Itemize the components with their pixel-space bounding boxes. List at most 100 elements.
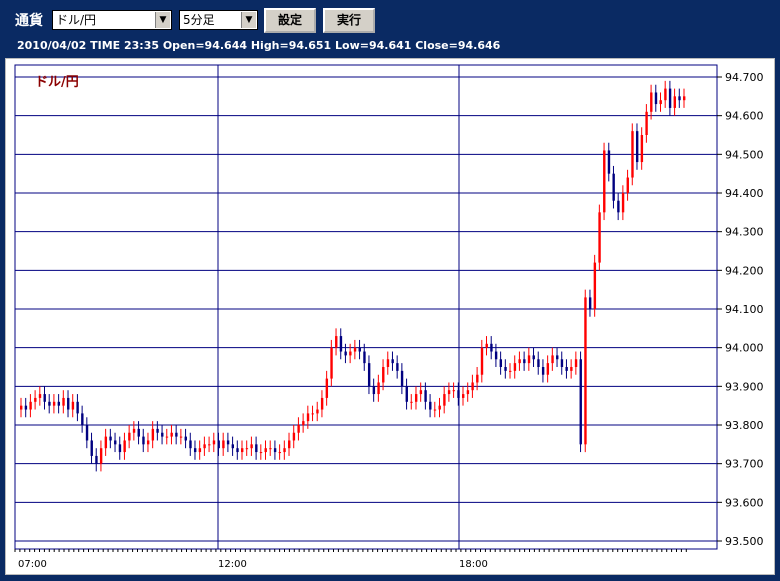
toolbar: 通貨 ドル/円 ▼ 5分足 ▼ 設定 実行 2010/04/02 TIME 23… — [0, 0, 780, 58]
candle-body — [288, 440, 291, 449]
candle-body — [593, 262, 597, 309]
candle-body — [462, 394, 465, 398]
y-tick-label: 93.500 — [725, 535, 764, 548]
y-tick-label: 94.300 — [725, 226, 764, 239]
candle-body — [212, 440, 216, 445]
candle-body — [34, 397, 37, 402]
candle-body — [504, 367, 507, 371]
candle-body — [556, 355, 559, 360]
candle-body — [165, 436, 169, 438]
candle-body — [128, 432, 131, 441]
candle-body — [499, 359, 503, 367]
candle-body — [382, 367, 385, 383]
candle-body — [208, 444, 211, 446]
candle-body — [259, 452, 263, 454]
chevron-down-icon[interactable]: ▼ — [241, 12, 256, 28]
candle-body — [29, 401, 32, 410]
candle-body — [419, 390, 423, 395]
candle-body — [198, 448, 202, 453]
candle-body — [414, 394, 418, 402]
candle-body — [245, 448, 249, 450]
candle-body — [659, 100, 662, 105]
candle-body — [330, 347, 333, 379]
currency-pair-select[interactable]: ドル/円 ▼ — [52, 10, 172, 30]
candle-body — [509, 370, 512, 372]
candle-body — [123, 440, 126, 453]
y-tick-label: 93.700 — [725, 458, 764, 471]
candle-body — [372, 386, 376, 395]
candle-body — [490, 343, 493, 352]
candle-body — [621, 193, 625, 213]
candle-body — [541, 367, 545, 375]
candle-body — [527, 355, 531, 364]
candle-body — [142, 436, 145, 445]
candle-body — [217, 440, 220, 449]
candle-body — [118, 444, 122, 453]
plot-area — [14, 64, 718, 550]
candle-body — [264, 448, 267, 453]
candle-body — [668, 88, 672, 108]
candle-body — [20, 405, 23, 410]
candle-body — [349, 351, 352, 356]
candle-body — [67, 397, 70, 410]
candle-body — [391, 359, 394, 364]
candle-body — [38, 394, 42, 398]
candle-body — [114, 440, 117, 445]
candle-body — [565, 367, 568, 371]
candle-body — [231, 444, 234, 449]
candle-body — [466, 390, 470, 395]
set-button[interactable]: 設定 — [264, 8, 316, 33]
x-tick-label: 07:00 — [18, 559, 47, 570]
candle-body — [344, 351, 347, 356]
candle-body — [579, 359, 582, 445]
candle-body — [316, 409, 319, 414]
candle-body — [570, 367, 573, 371]
run-button[interactable]: 実行 — [323, 8, 375, 33]
candle-body — [203, 444, 206, 449]
candle-body — [236, 448, 239, 453]
candle-body — [532, 355, 535, 360]
candle-body — [325, 378, 329, 398]
candle-body — [598, 212, 601, 263]
candle-body — [90, 440, 93, 456]
candle-body — [179, 436, 183, 438]
y-tick-label: 94.400 — [725, 187, 764, 200]
candle-body — [320, 397, 324, 410]
candle-body — [457, 390, 460, 398]
candle-body — [607, 150, 611, 174]
candle-body — [297, 425, 300, 433]
candle-body — [81, 413, 84, 425]
y-tick-label: 94.100 — [725, 303, 764, 316]
candle-body — [222, 440, 225, 449]
chart-title: ドル/円 — [35, 75, 79, 90]
chevron-down-icon[interactable]: ▼ — [155, 12, 170, 28]
y-tick-label: 93.800 — [725, 419, 764, 432]
candle-body — [156, 428, 159, 433]
candle-body — [95, 455, 98, 464]
candle-body — [52, 401, 56, 406]
candle-body — [57, 401, 61, 406]
y-tick-label: 93.900 — [725, 380, 764, 393]
candle-body — [76, 401, 79, 414]
candle-body — [71, 401, 75, 410]
candle-body — [480, 347, 484, 375]
candle-body — [574, 359, 578, 367]
candle-body — [537, 359, 540, 367]
candle-body — [62, 397, 65, 406]
currency-label: 通貨 — [15, 13, 43, 29]
candle-body — [560, 359, 564, 367]
candle-body — [443, 394, 446, 406]
candle-body — [603, 150, 606, 213]
candle-body — [353, 347, 357, 352]
candle-body — [151, 428, 155, 441]
candle-body — [654, 92, 658, 105]
candle-body — [306, 413, 310, 422]
candle-body — [584, 297, 587, 445]
y-tick-label: 94.600 — [725, 110, 764, 123]
candle-body — [410, 401, 413, 403]
candle-body — [175, 432, 178, 437]
candle-body — [292, 432, 296, 441]
candle-body — [476, 374, 479, 383]
interval-select[interactable]: 5分足 ▼ — [179, 10, 258, 30]
candle-body — [226, 440, 230, 445]
